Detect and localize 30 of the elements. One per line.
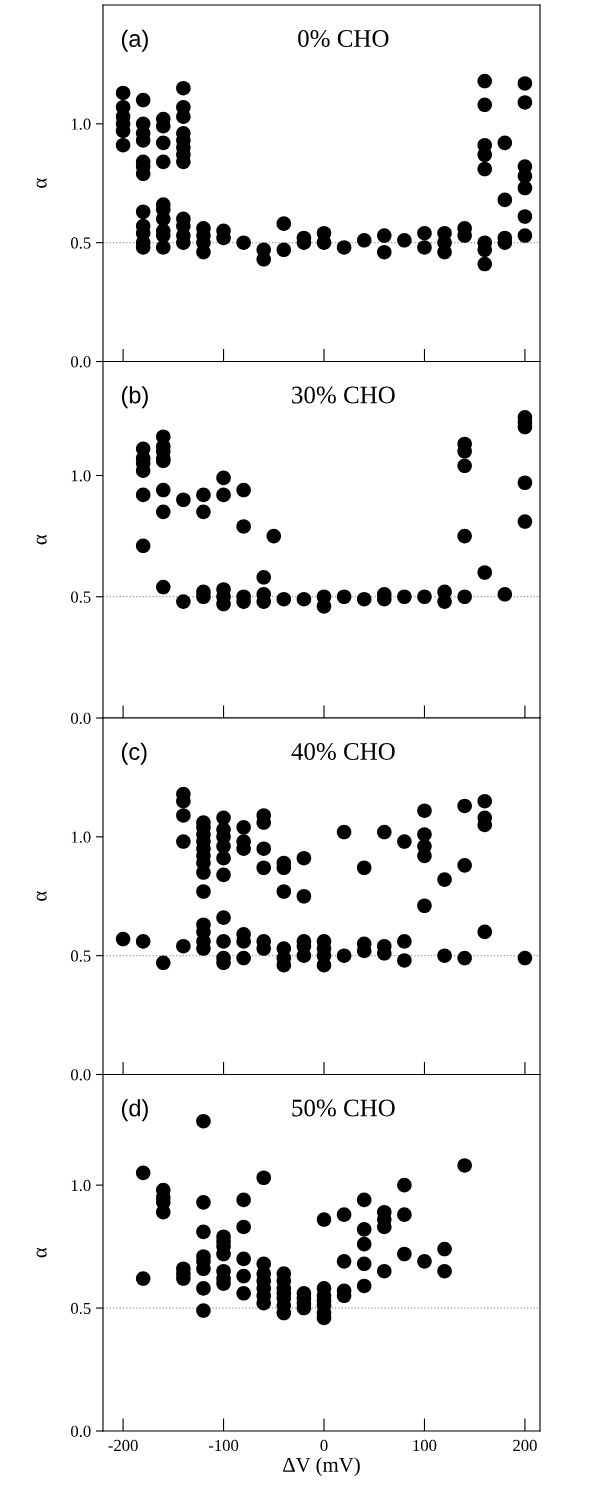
annotation: (a) (121, 29, 148, 52)
y-axis-title: α (36, 534, 47, 545)
annotation: (d) (121, 1099, 148, 1122)
annotation: (c) (121, 742, 147, 765)
y-tick-label: 0.5 (71, 237, 91, 249)
text: 30% CHO (292, 386, 395, 404)
x-tick-label: 200 (513, 1439, 537, 1452)
x-axis-title: ΔV (mV) (283, 1457, 360, 1477)
y-tick-label: 0.0 (71, 1425, 91, 1438)
x-tick-label: 0 (320, 1439, 328, 1452)
x-tick-label: -200 (108, 1439, 138, 1452)
y-tick-label: 1.0 (71, 470, 91, 482)
y-axis-title: α (36, 891, 47, 901)
text: 40% CHO (291, 743, 395, 760)
y-tick-label: 1.0 (71, 118, 91, 130)
y-tick-label: 0.0 (71, 356, 91, 368)
x-tick-label: 100 (413, 1439, 437, 1452)
y-tick-label: 0.5 (71, 591, 91, 603)
text: 0% CHO (298, 30, 389, 47)
y-tick-label: 0.5 (71, 1302, 91, 1315)
y-axis-title: α (36, 178, 47, 188)
annotation: (b) (121, 386, 148, 409)
y-tick-label: 1.0 (71, 1179, 91, 1192)
y-axis-title: α (36, 1247, 47, 1258)
text: 50% CHO (292, 1099, 395, 1117)
y-tick-label: 0.0 (71, 712, 91, 725)
y-tick-label: 1.0 (71, 831, 91, 843)
y-tick-label: 0.5 (71, 950, 91, 962)
y-tick-label: 0.0 (71, 1069, 91, 1081)
x-tick-label: -100 (208, 1439, 239, 1452)
